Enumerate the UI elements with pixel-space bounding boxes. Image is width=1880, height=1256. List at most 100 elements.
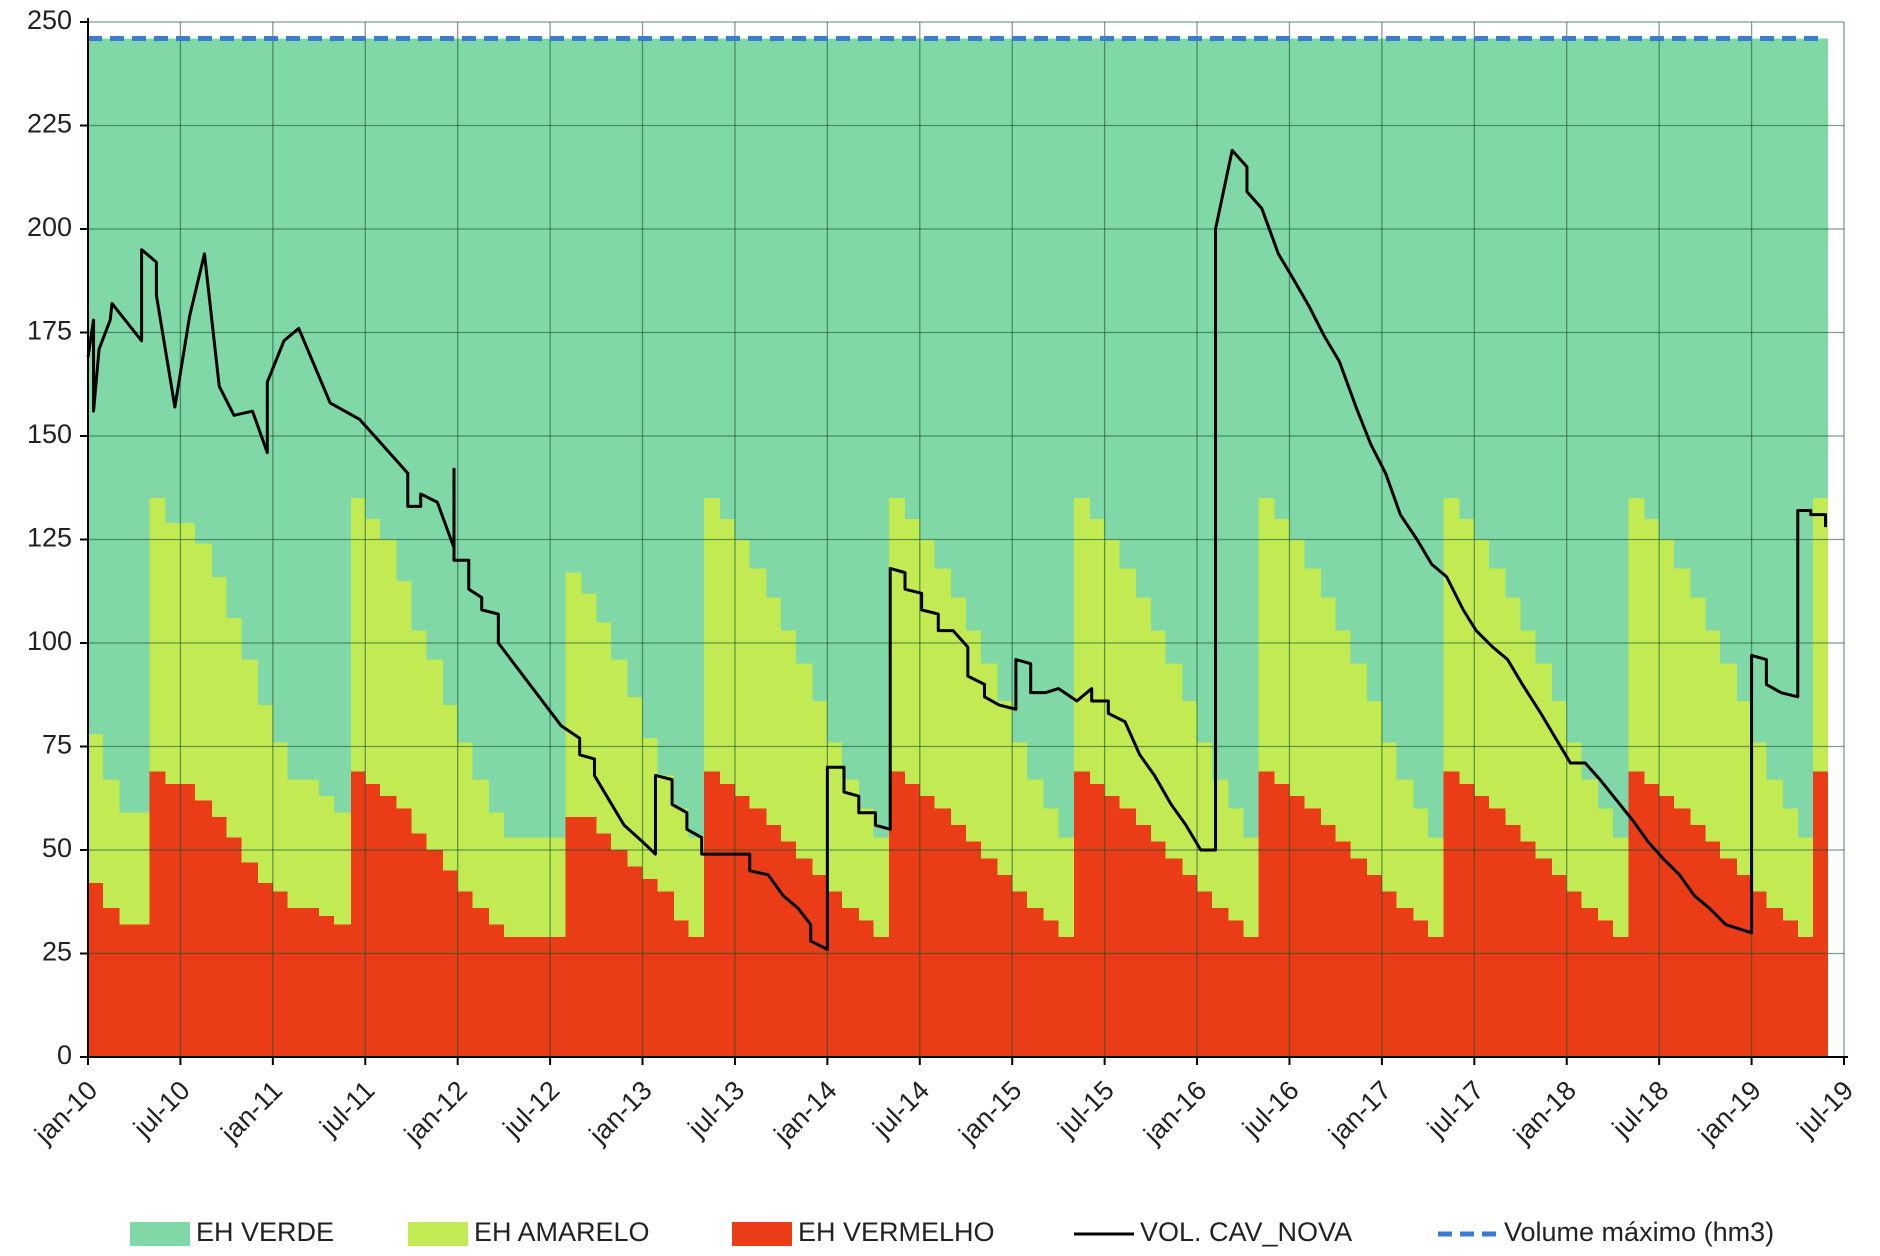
x-tick-label: jan-19 (1692, 1075, 1767, 1150)
area-segment (1335, 841, 1352, 1057)
area-segment (766, 597, 782, 826)
x-tick-label: jul-18 (1606, 1075, 1675, 1144)
y-tick-label: 200 (27, 212, 72, 242)
area-segment (997, 700, 1013, 875)
area-segment (673, 920, 690, 1057)
area-segment (550, 38, 566, 838)
area-segment (795, 663, 814, 859)
area-segment (1258, 38, 1276, 499)
area-segment (211, 816, 228, 1057)
area-segment (1274, 783, 1291, 1057)
area-segment (827, 891, 843, 1057)
area-segment (673, 808, 690, 921)
area-segment (1026, 907, 1045, 1057)
area-segment (858, 920, 875, 1057)
area-segment (1797, 837, 1814, 937)
legend-label: EH VERDE (196, 1217, 334, 1247)
area-segment (396, 38, 413, 581)
area-segment (1304, 568, 1322, 809)
area-segment (1720, 858, 1738, 1057)
area-segment (966, 841, 982, 1057)
area-segment (1104, 796, 1121, 1057)
area-segment (703, 38, 721, 499)
area-segment (1783, 920, 1799, 1057)
area-segment (88, 883, 104, 1057)
area-segment (1551, 874, 1568, 1057)
area-segment (873, 936, 889, 1057)
area-segment (1736, 700, 1753, 875)
area-segment (812, 38, 828, 701)
area-segment (333, 38, 352, 813)
area-segment (1705, 630, 1721, 842)
area-segment (287, 779, 305, 908)
area-segment (734, 539, 751, 797)
area-segment (195, 543, 213, 801)
area-segment (1644, 783, 1660, 1057)
area-segment (1026, 779, 1045, 908)
area-segment (1058, 936, 1074, 1057)
x-tick-label: jan-15 (952, 1075, 1027, 1150)
x-tick-label: jul-11 (313, 1075, 380, 1142)
area-segment (1489, 38, 1507, 569)
area-segment (165, 38, 182, 523)
area-segment (457, 742, 474, 892)
area-segment (688, 837, 705, 937)
area-segment (1581, 907, 1599, 1057)
area-segment (304, 779, 320, 908)
area-segment (503, 38, 520, 838)
area-segment (365, 783, 381, 1057)
area-segment (1289, 38, 1305, 540)
area-segment (966, 630, 982, 842)
area-segment (888, 38, 906, 499)
area-segment (1335, 38, 1352, 631)
area-segment (1073, 38, 1091, 499)
area-segment (1381, 742, 1398, 892)
area-segment (1442, 498, 1461, 772)
area-segment (1150, 841, 1167, 1057)
area-segment (1442, 38, 1461, 499)
area-segment (134, 812, 150, 925)
area-segment (1012, 38, 1028, 743)
area-segment (489, 38, 505, 813)
area-segment (1612, 837, 1629, 937)
area-segment (1627, 771, 1645, 1057)
x-tick-label: jul-14 (866, 1075, 935, 1144)
area-segment (1304, 808, 1322, 1057)
area-segment (1258, 498, 1276, 772)
area-segment (842, 907, 860, 1057)
area-segment (1243, 38, 1259, 838)
y-tick-label: 250 (27, 5, 72, 35)
area-segment (1043, 808, 1060, 921)
area-segment (1797, 38, 1814, 838)
area-segment (596, 622, 612, 834)
area-segment (842, 779, 860, 908)
area-segment (1274, 38, 1291, 519)
area-segment (703, 498, 721, 772)
area-segment (365, 518, 381, 784)
legend-label: EH AMARELO (474, 1217, 650, 1247)
area-segment (550, 936, 566, 1057)
area-segment (564, 816, 583, 1057)
area-segment (1136, 825, 1152, 1057)
area-segment (1535, 858, 1553, 1057)
area-segment (1289, 796, 1305, 1057)
area-segment (812, 700, 828, 875)
area-segment (258, 38, 274, 706)
area-segment (272, 742, 289, 892)
area-segment (1673, 568, 1692, 809)
area-segment (781, 38, 797, 631)
area-segment (1073, 771, 1091, 1057)
area-segment (1104, 539, 1121, 797)
area-segment (1428, 837, 1444, 937)
area-segment (1119, 808, 1137, 1057)
area-segment (102, 779, 121, 908)
area-segment (951, 825, 967, 1057)
lines (86, 36, 1828, 951)
area-segment (319, 38, 335, 797)
area-segment (1043, 920, 1060, 1057)
area-segment (457, 38, 474, 743)
area-segment (642, 878, 658, 1057)
area-segment (411, 630, 427, 834)
area-segment (1690, 825, 1706, 1057)
